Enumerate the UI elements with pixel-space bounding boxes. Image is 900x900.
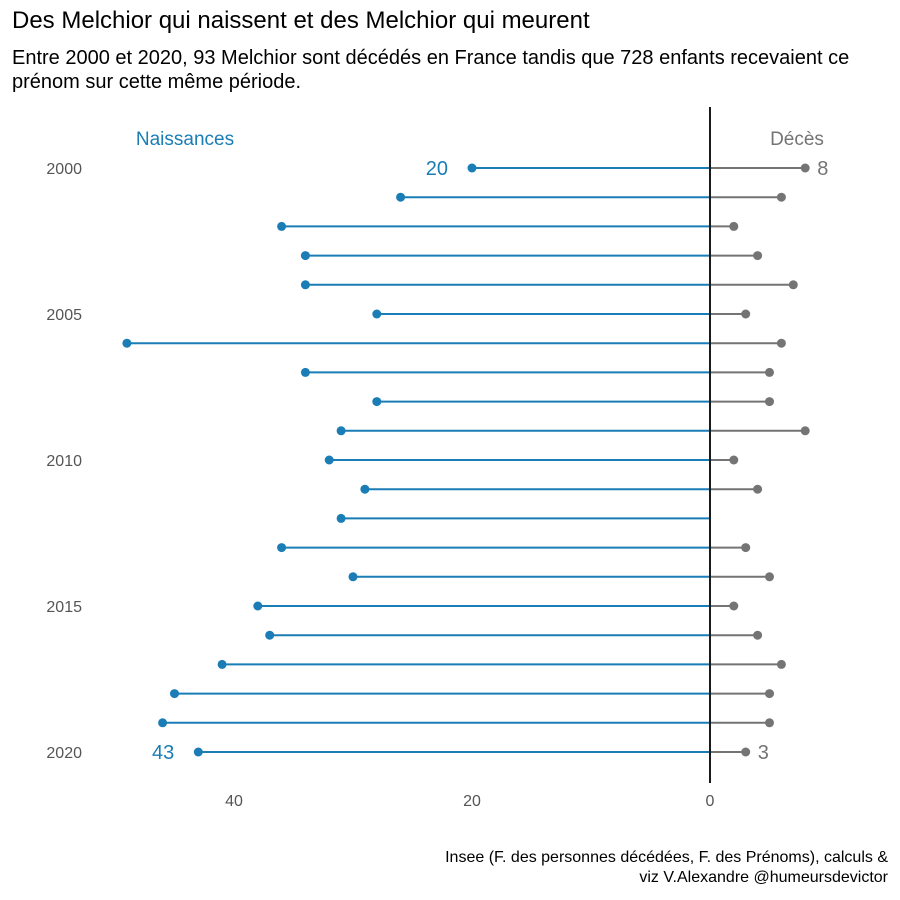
birth-point [158, 718, 168, 728]
legend-label-deces: Décès [770, 129, 824, 150]
y-tick-label: 2010 [46, 453, 82, 470]
x-tick-label: 0 [706, 793, 715, 810]
death-point [729, 601, 739, 611]
y-tick-label: 2020 [46, 745, 82, 762]
caption-line-2: viz V.Alexandre @humeursdevictor [639, 869, 888, 886]
death-point [753, 484, 763, 494]
death-point [800, 163, 810, 173]
birth-point [265, 630, 275, 640]
birth-point [300, 251, 310, 261]
death-point [800, 426, 810, 436]
death-point [776, 338, 786, 348]
death-point [753, 251, 763, 261]
birth-point [170, 689, 179, 699]
death-point [729, 221, 739, 231]
y-tick-label: 2000 [46, 161, 82, 178]
birth-point [300, 367, 310, 377]
birth-point [300, 280, 310, 290]
death-point [765, 397, 774, 407]
death-point [776, 192, 786, 202]
death-point [765, 718, 774, 728]
death-point [741, 543, 751, 553]
death-point [729, 455, 739, 465]
death-point [765, 367, 774, 377]
x-tick-label: 20 [463, 793, 481, 810]
birth-point [217, 659, 227, 669]
birth-point [336, 426, 346, 436]
death-point [776, 659, 786, 669]
birth-point [277, 221, 287, 231]
death-point [765, 689, 774, 699]
caption-line-1: Insee (F. des personnes décédées, F. des… [445, 849, 888, 866]
birth-point [324, 455, 334, 465]
birth-point [277, 543, 287, 553]
death-point [741, 309, 751, 319]
y-tick-label: 2015 [46, 599, 82, 616]
chart-caption: Insee (F. des personnes décédées, F. des… [445, 848, 888, 888]
death-point [788, 280, 798, 290]
annotation-deces: 8 [817, 158, 828, 180]
annotation-deces: 3 [758, 742, 769, 764]
death-point [741, 747, 751, 757]
birth-point [372, 309, 382, 319]
birth-point [193, 747, 203, 757]
birth-point [336, 513, 346, 523]
birth-point [396, 192, 406, 202]
chart-subtitle: Entre 2000 et 2020, 93 Melchior sont déc… [12, 47, 850, 93]
birth-point [360, 484, 370, 494]
annotation-naissances: 20 [426, 158, 448, 180]
death-point [753, 630, 763, 640]
birth-point [122, 338, 132, 348]
birth-point [372, 397, 382, 407]
birth-point [467, 163, 477, 173]
x-tick-label: 40 [225, 793, 243, 810]
chart-title: Des Melchior qui naissent et des Melchio… [12, 7, 590, 34]
legend-label-naissances: Naissances [136, 129, 234, 150]
y-tick-label: 2005 [46, 307, 82, 324]
death-point [765, 572, 774, 582]
birth-point [348, 572, 358, 582]
birth-point [253, 601, 263, 611]
annotation-naissances: 43 [152, 742, 174, 764]
